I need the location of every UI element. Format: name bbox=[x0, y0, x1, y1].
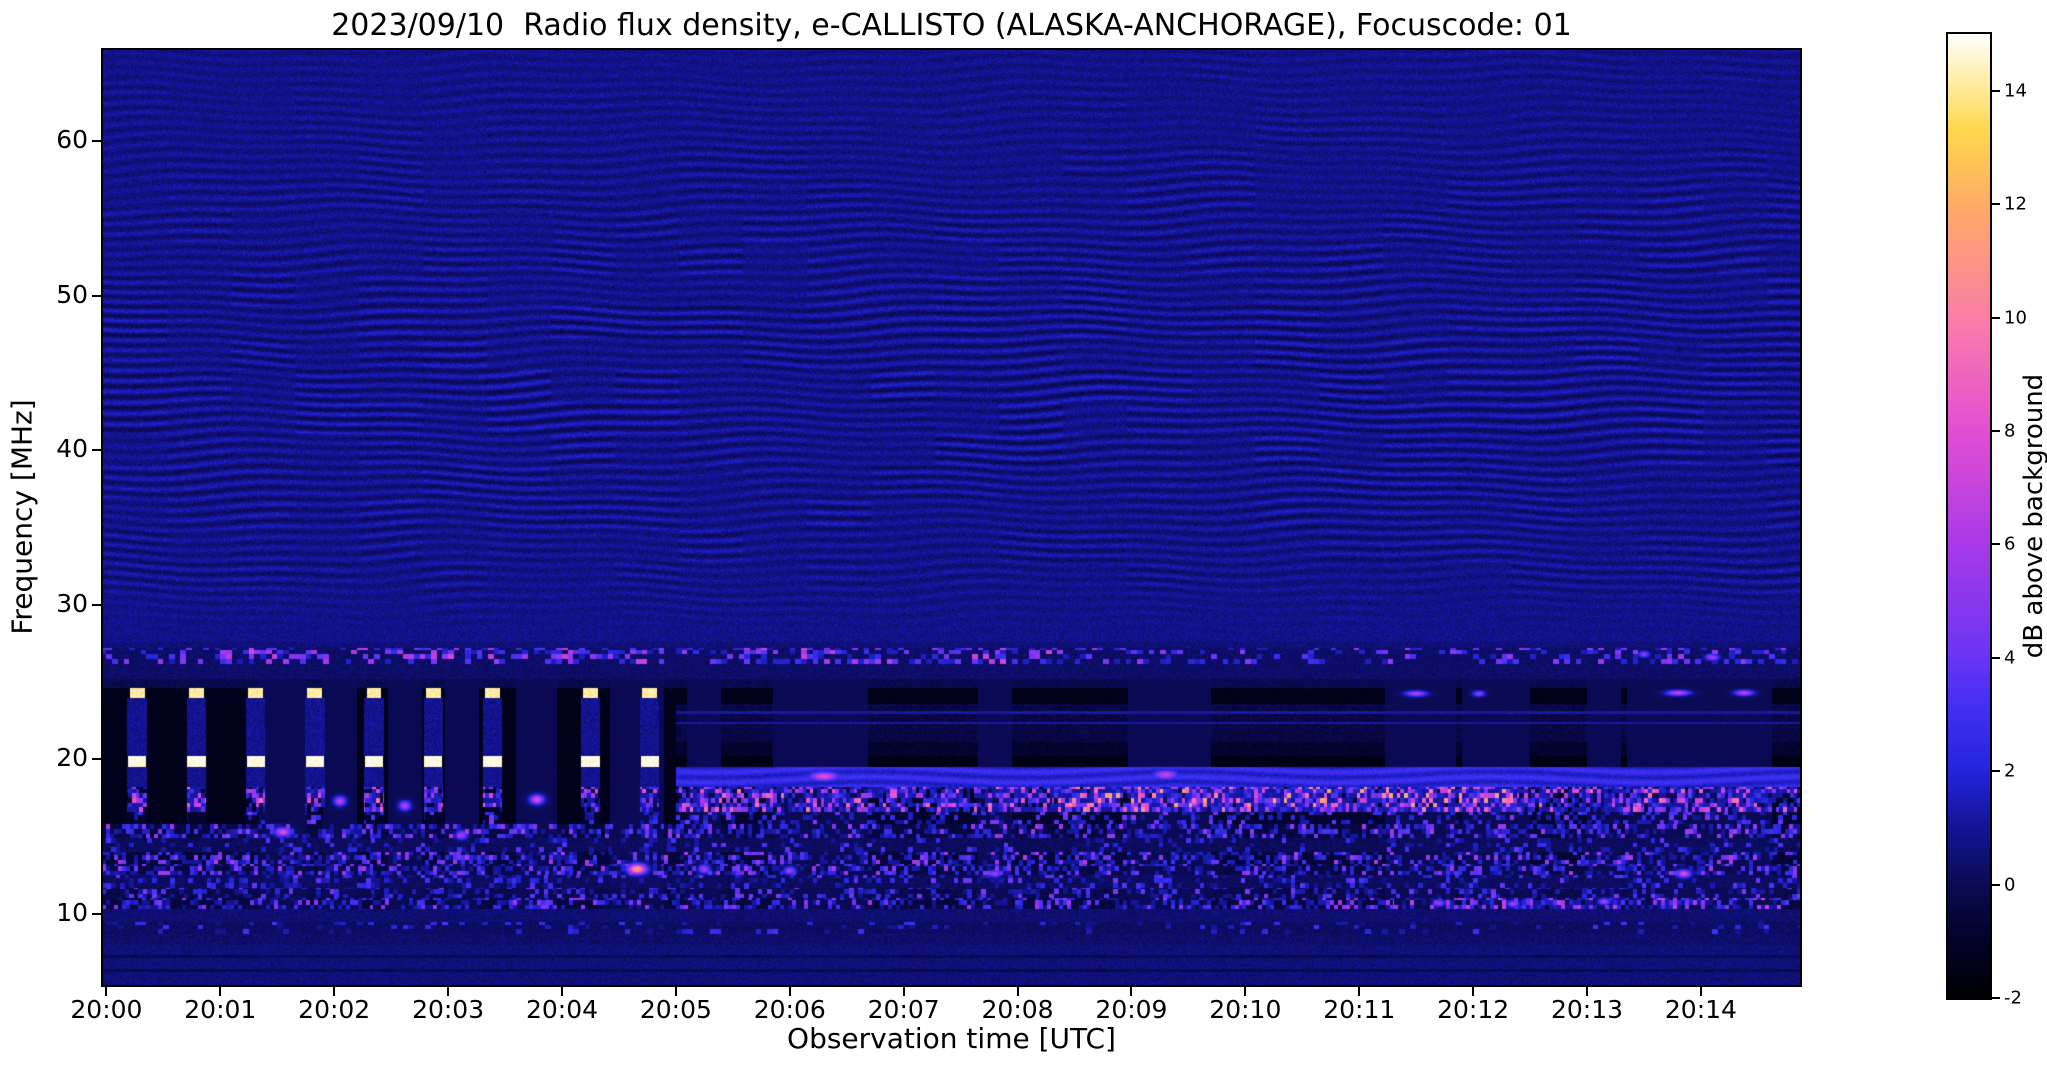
x-axis-label: Observation time [UTC] bbox=[787, 1022, 1116, 1055]
x-tick-label: 20:12 bbox=[1437, 995, 1510, 1024]
x-tick-mark bbox=[674, 987, 677, 996]
x-tick-label: 20:01 bbox=[184, 995, 257, 1024]
colorbar-tick-label: 12 bbox=[2004, 193, 2027, 215]
colorbar-tick-label: 2 bbox=[2004, 760, 2016, 782]
colorbar-tick-label: 4 bbox=[2004, 647, 2016, 669]
x-tick-mark bbox=[560, 987, 563, 996]
colorbar-tick-mark bbox=[1992, 883, 2000, 886]
colorbar-tick-label: 14 bbox=[2004, 80, 2027, 102]
x-tick-mark bbox=[447, 987, 450, 996]
x-tick-mark bbox=[105, 987, 108, 996]
x-tick-mark bbox=[219, 987, 222, 996]
x-tick-label: 20:11 bbox=[1323, 995, 1396, 1024]
colorbar-tick-label: 6 bbox=[2004, 533, 2016, 555]
y-tick-label: 30 bbox=[56, 588, 88, 618]
colorbar-tick-mark bbox=[1992, 429, 2000, 432]
y-tick-mark bbox=[92, 603, 101, 606]
x-tick-label: 20:08 bbox=[981, 995, 1054, 1024]
colorbar-tick-label: -2 bbox=[2004, 987, 2022, 1009]
y-tick-label: 10 bbox=[56, 897, 88, 927]
colorbar-tick-mark bbox=[1992, 656, 2000, 659]
x-tick-mark bbox=[333, 987, 336, 996]
x-tick-label: 20:03 bbox=[412, 995, 485, 1024]
x-tick-label: 20:14 bbox=[1664, 995, 1737, 1024]
x-tick-mark bbox=[1016, 987, 1019, 996]
x-tick-label: 20:09 bbox=[1095, 995, 1168, 1024]
x-tick-label: 20:05 bbox=[639, 995, 712, 1024]
y-tick-label: 20 bbox=[56, 743, 88, 773]
y-tick-label: 60 bbox=[56, 125, 88, 155]
y-tick-mark bbox=[92, 140, 101, 143]
colorbar-tick-mark bbox=[1992, 543, 2000, 546]
colorbar-tick-label: 8 bbox=[2004, 420, 2016, 442]
colorbar-canvas bbox=[1948, 34, 1990, 998]
y-tick-mark bbox=[92, 449, 101, 452]
page-title: 2023/09/10 Radio flux density, e-CALLIST… bbox=[331, 8, 1572, 43]
y-tick-label: 50 bbox=[56, 279, 88, 309]
x-tick-label: 20:10 bbox=[1209, 995, 1282, 1024]
x-tick-mark bbox=[902, 987, 905, 996]
x-tick-mark bbox=[1130, 987, 1133, 996]
y-tick-mark bbox=[92, 912, 101, 915]
colorbar-label: dB above background bbox=[2019, 373, 2047, 659]
x-tick-mark bbox=[1586, 987, 1589, 996]
x-tick-mark bbox=[1699, 987, 1702, 996]
x-tick-label: 20:13 bbox=[1550, 995, 1624, 1024]
colorbar-tick-label: 10 bbox=[2004, 307, 2027, 329]
colorbar-tick-mark bbox=[1992, 203, 2000, 206]
x-tick-label: 20:00 bbox=[70, 995, 143, 1024]
x-tick-mark bbox=[1358, 987, 1361, 996]
x-tick-mark bbox=[1472, 987, 1475, 996]
colorbar-tick-mark bbox=[1992, 770, 2000, 773]
colorbar-tick-label: 0 bbox=[2004, 874, 2016, 896]
colorbar-tick-mark bbox=[1992, 997, 2000, 999]
x-tick-mark bbox=[788, 987, 791, 996]
colorbar-tick-mark bbox=[1992, 89, 2000, 92]
y-tick-label: 40 bbox=[56, 434, 88, 464]
x-tick-label: 20:02 bbox=[298, 995, 371, 1024]
spectrogram-canvas bbox=[103, 50, 1800, 985]
x-tick-mark bbox=[1244, 987, 1247, 996]
x-tick-label: 20:06 bbox=[753, 995, 826, 1024]
x-tick-label: 20:04 bbox=[525, 995, 599, 1024]
colorbar-tick-mark bbox=[1992, 316, 2000, 319]
y-tick-mark bbox=[92, 758, 101, 761]
y-tick-mark bbox=[92, 294, 101, 297]
x-tick-label: 20:07 bbox=[867, 995, 940, 1024]
